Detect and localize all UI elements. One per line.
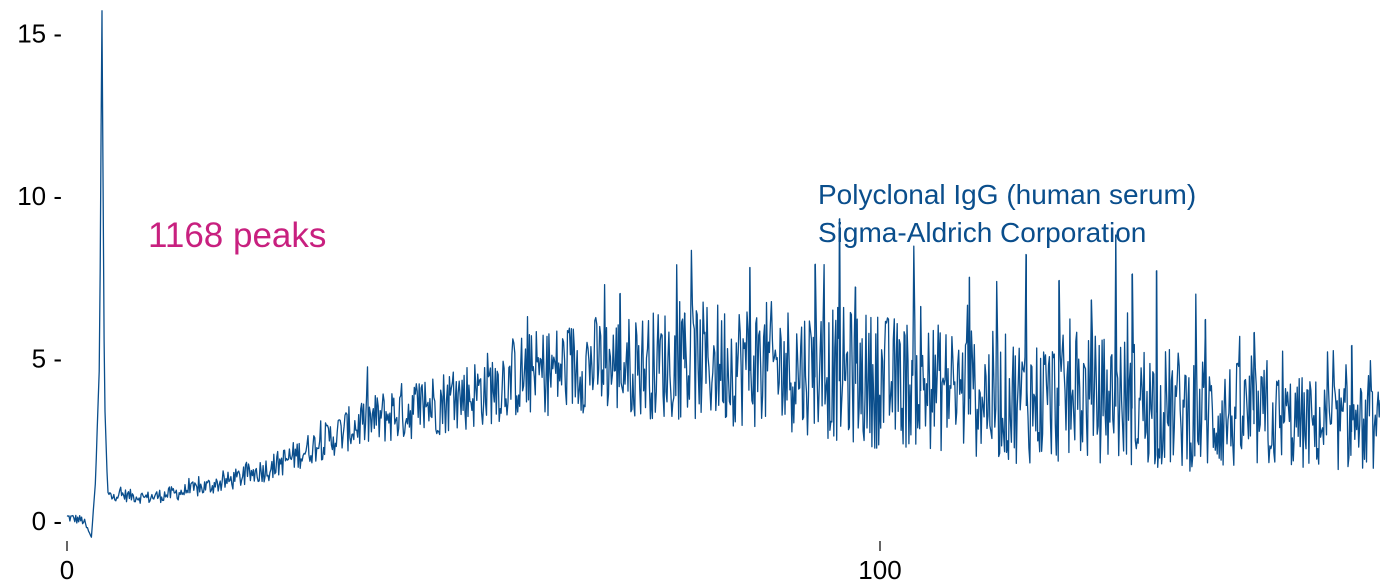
- y-tick-label: 10 -: [17, 181, 62, 211]
- sample-info: Polyclonal IgG (human serum) Sigma-Aldri…: [818, 176, 1196, 252]
- chromatogram-peaks: [619, 218, 1353, 432]
- peak-count-label: 1168 peaks: [148, 216, 327, 255]
- sample-source: Sigma-Aldrich Corporation: [818, 217, 1147, 248]
- y-tick-label: 15 -: [17, 19, 62, 49]
- y-tick-label: 5 -: [32, 344, 62, 374]
- x-axis-ticks: 0100200300 min: [60, 541, 902, 584]
- x-tick-label: 0: [60, 555, 74, 584]
- y-axis-ticks: 0 - 5 - 10 - 15 -: [17, 19, 62, 537]
- chromatogram-trace: [66, 10, 1380, 538]
- y-tick-label: 0 -: [32, 506, 62, 536]
- sample-name: Polyclonal IgG (human serum): [818, 179, 1197, 210]
- x-tick-label: 100: [858, 555, 901, 584]
